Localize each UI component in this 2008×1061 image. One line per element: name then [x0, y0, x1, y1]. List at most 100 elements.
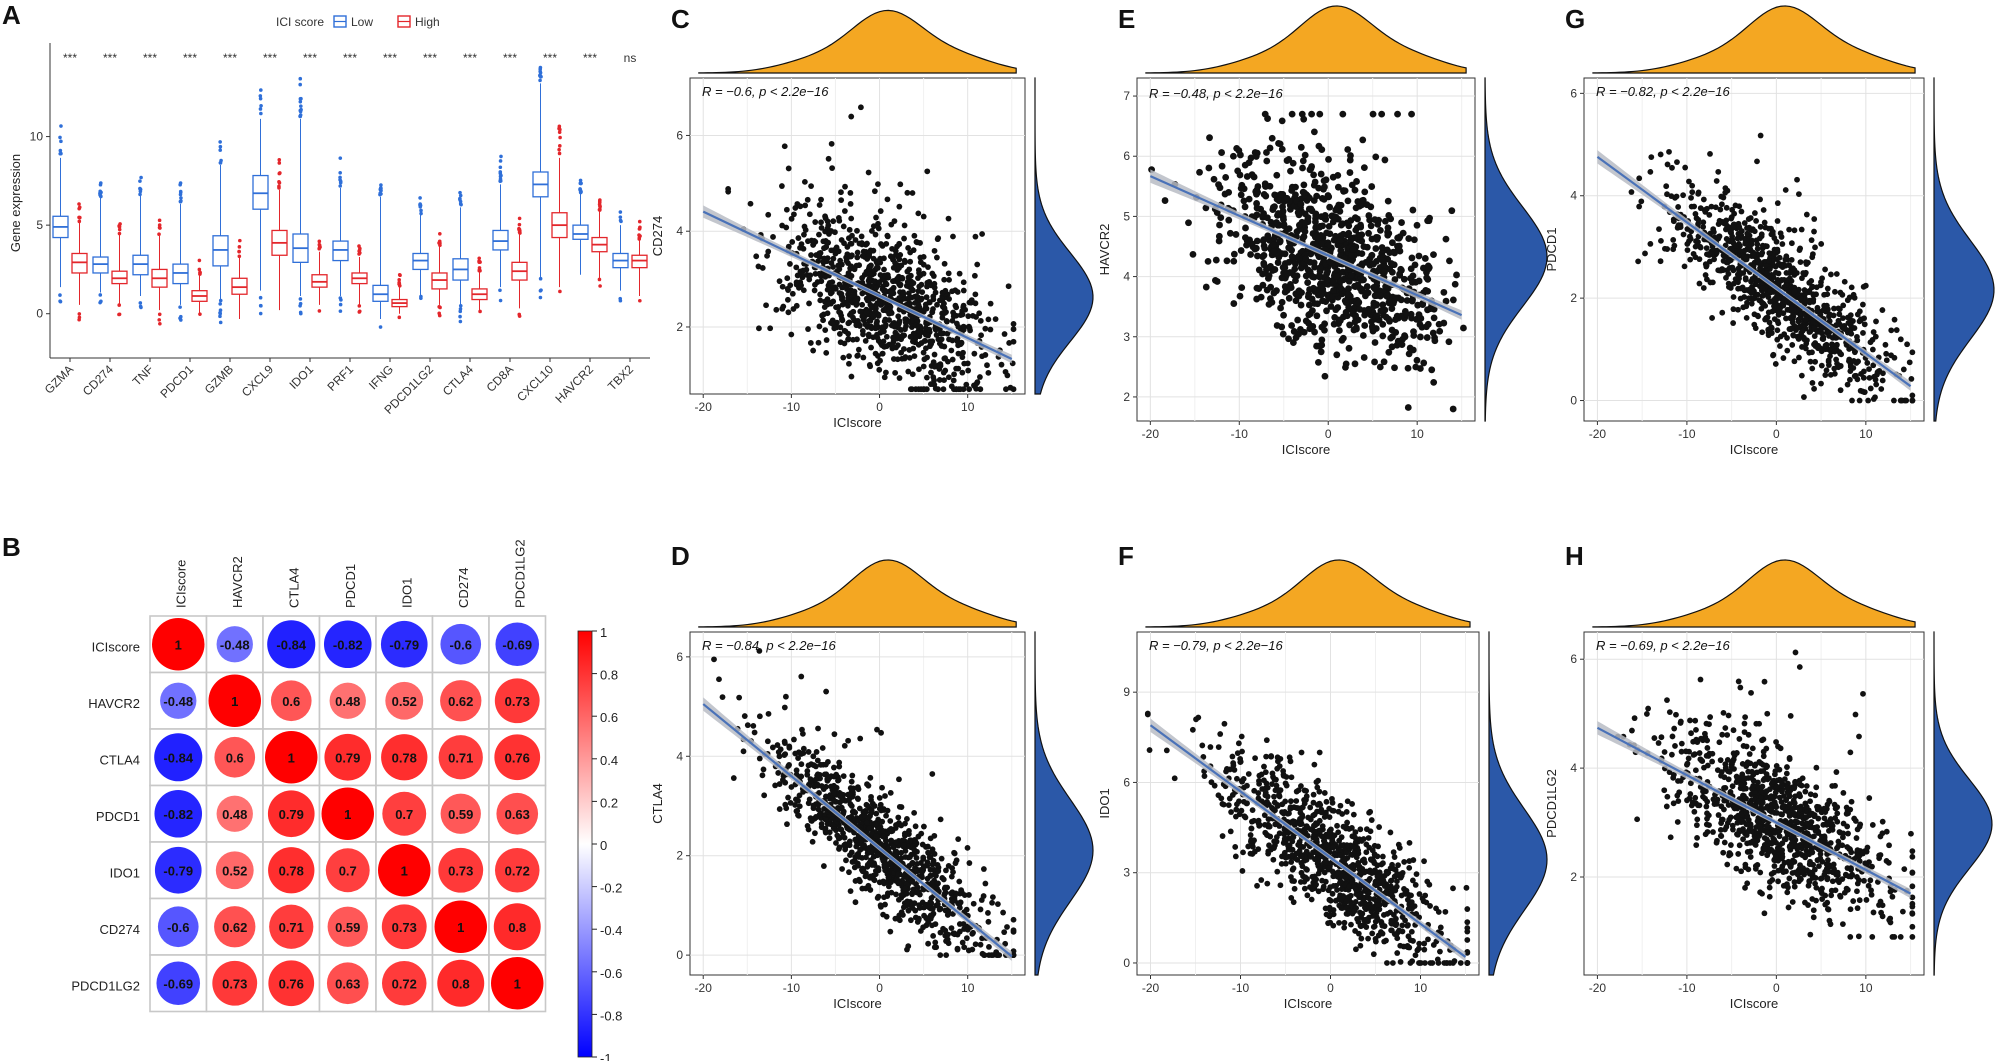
scatter-point: [1221, 190, 1229, 198]
panel-b-cell-value: 0.62: [222, 920, 247, 935]
scatter-y-tick-label: 6: [1123, 775, 1130, 789]
panel-b-row-label: CD274: [100, 922, 140, 937]
scatter-y-tick-label: 3: [1123, 330, 1130, 344]
scatter-point: [1281, 250, 1289, 258]
panel-a-outlier-point: [218, 298, 223, 303]
scatter-point: [938, 336, 945, 343]
scatter-point: [829, 320, 836, 327]
scatter-point: [878, 807, 885, 814]
scatter-point: [985, 316, 992, 323]
scatter-point: [1297, 844, 1304, 851]
scatter-point: [823, 816, 830, 823]
scatter-point: [1394, 245, 1402, 253]
panel-a-outlier-point: [317, 246, 321, 251]
scatter-point: [937, 952, 944, 959]
scatter-point: [951, 849, 957, 856]
scatter-point: [822, 228, 829, 235]
scatter-point: [1287, 167, 1294, 175]
scatter-point: [1228, 809, 1234, 815]
scatter-point: [1381, 268, 1388, 276]
scatter-point: [808, 252, 814, 258]
panel-a-outlier-point: [299, 311, 303, 316]
scatter-point: [1195, 714, 1202, 721]
scatter-point: [1242, 814, 1249, 821]
panel-a-outlier-point: [558, 135, 562, 140]
scatter-point: [1251, 149, 1259, 156]
scatter-point: [911, 353, 918, 360]
scatter-point: [1263, 286, 1271, 294]
scatter-point: [928, 369, 934, 376]
scatter-point: [1355, 930, 1362, 937]
scatter-point: [1359, 332, 1367, 339]
scatter-point: [836, 266, 843, 273]
scatter-point: [808, 761, 815, 768]
scatter-point: [1337, 897, 1344, 903]
scatter-point: [805, 238, 811, 245]
scatter-point: [1311, 811, 1318, 818]
scatter-point: [930, 374, 937, 381]
scatter-point: [1365, 835, 1372, 841]
scatter-point: [865, 331, 872, 338]
scatter-point: [863, 819, 870, 826]
scatter-point: [847, 852, 853, 859]
scatter-point: [907, 272, 914, 279]
scatter-point: [1299, 164, 1306, 172]
panel-b-correlation-circle: [214, 736, 256, 778]
scatter-point: [953, 365, 960, 372]
scatter-point: [1252, 755, 1258, 762]
scatter-point: [854, 249, 861, 256]
scatter-point: [883, 240, 890, 247]
scatter-point: [1404, 896, 1411, 903]
panel-g-scatter: R = −0.82, p < 2.2e−16-20 -10 0 100246ICIsc…: [1544, 5, 1995, 457]
panel-b-correlation-circle: [440, 793, 481, 834]
scatter-point: [948, 383, 955, 390]
scatter-point: [1230, 300, 1238, 307]
scatter-point: [1282, 860, 1289, 867]
scatter-point: [1357, 223, 1365, 231]
scatter-point: [1348, 181, 1356, 189]
scatter-point: [961, 892, 968, 899]
scatter-point: [802, 202, 809, 209]
scatter-point: [1379, 876, 1386, 883]
scatter-point: [812, 830, 818, 837]
scatter-point: [1346, 169, 1354, 176]
panel-b-colorbar-tick-label: 0.8: [600, 668, 618, 683]
scatter-x-tick-label: 10: [961, 400, 975, 414]
scatter-point: [1448, 207, 1456, 215]
scatter-point: [902, 854, 909, 860]
scatter-point: [770, 234, 776, 240]
scatter-point: [878, 903, 884, 910]
scatter-point: [801, 178, 808, 185]
scatter-point: [1811, 228, 1817, 235]
panel-a-outlier-point: [218, 148, 223, 152]
scatter-point: [1287, 284, 1295, 291]
scatter-point: [849, 772, 856, 779]
scatter-point: [859, 313, 866, 320]
scatter-point: [785, 309, 792, 316]
scatter-point: [953, 386, 960, 393]
panel-a-outlier-point: [117, 312, 121, 317]
scatter-point: [1281, 808, 1288, 815]
scatter-point: [932, 289, 939, 296]
panel-b-cell-value: 1: [175, 637, 182, 652]
panel-b-cell-value: 0.79: [279, 807, 304, 822]
panel-a-outlier-point: [298, 100, 303, 104]
scatter-point: [1264, 214, 1271, 222]
panel-a-outlier-point: [338, 302, 343, 307]
scatter-point: [1332, 306, 1340, 314]
scatter-point: [1300, 181, 1308, 189]
scatter-point: [782, 693, 789, 700]
scatter-point: [868, 793, 874, 800]
scatter-point: [852, 298, 859, 304]
panel-b-cell-value: -0.6: [450, 637, 472, 652]
panel-b-cell-value: 0.48: [335, 694, 360, 709]
scatter-point: [1371, 284, 1379, 292]
scatter-point: [1421, 946, 1428, 953]
scatter-point: [830, 255, 837, 262]
scatter-point: [1308, 273, 1316, 280]
scatter-point: [876, 366, 883, 373]
scatter-point: [848, 240, 855, 247]
scatter-point: [1235, 147, 1243, 154]
scatter-point: [884, 196, 891, 203]
panel-b-cell-value: 0.59: [448, 807, 473, 822]
